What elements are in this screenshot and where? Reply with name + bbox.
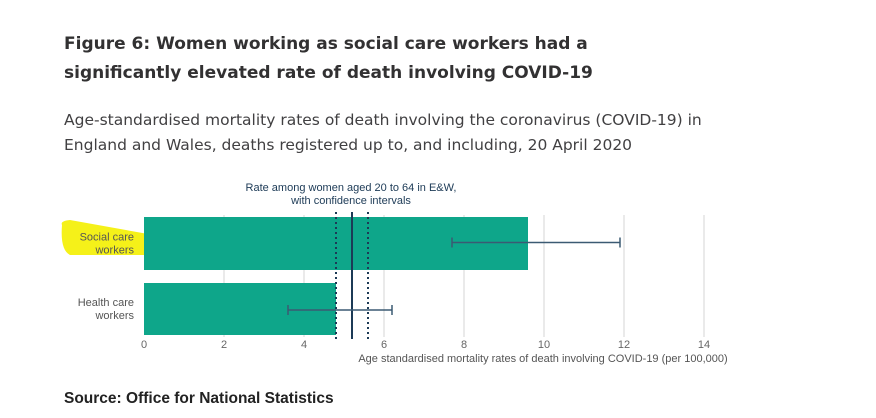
x-tick-label: 8 [461,339,467,351]
category-label-line: Social care [80,232,134,244]
reference-label-line: Rate among women aged 20 to 64 in E&W, [246,182,457,194]
category-label-line: workers [94,310,134,322]
x-tick-label: 10 [538,339,550,351]
bar-chart: Rate among women aged 20 to 64 in E&W, wi… [61,182,728,365]
x-tick-label: 4 [301,339,307,351]
category-label-line: Health care [78,297,134,309]
x-tick-label: 2 [221,339,227,351]
category-label-line: workers [94,245,134,257]
x-tick-label: 12 [618,339,630,351]
chart-subtitle: Age-standardised mortality rates of deat… [64,111,702,154]
x-tick-label: 0 [141,339,147,351]
category-label: Health care workers [78,297,135,322]
highlighter-mark [61,220,156,255]
reference-label-line: with confidence intervals [290,195,411,207]
source-note: Source: Office for National Statistics [64,390,334,407]
reference-label: Rate among women aged 20 to 64 in E&W, wi… [246,182,457,207]
x-axis-label: Age standardised mortality rates of deat… [358,353,727,365]
x-tick-label: 14 [698,339,710,351]
category-label: Social care workers [80,232,135,257]
bar-1 [144,283,336,335]
chart-title: Figure 6: Women working as social care w… [64,34,593,83]
x-tick-label: 6 [381,339,387,351]
